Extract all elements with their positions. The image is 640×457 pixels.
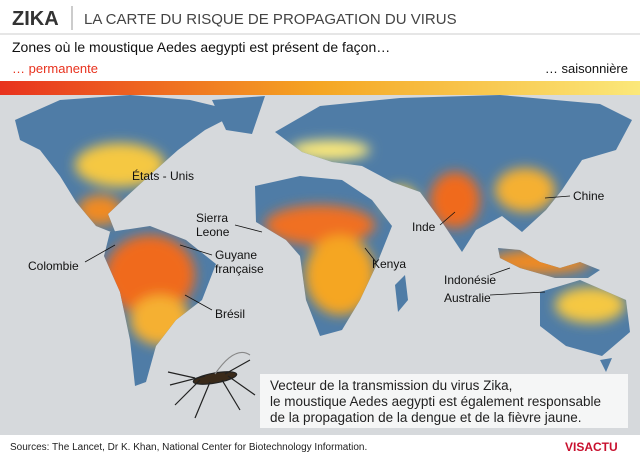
text-line: française [215,262,264,276]
text-line: Vecteur de la transmission du virus Zika… [270,378,512,393]
leader-lines [84,195,571,311]
footer [0,435,640,457]
text-line: Inde [412,220,436,234]
legend-gradient [0,81,640,95]
label-australia: Australie [444,291,491,305]
label-brazil: Brésil [215,307,245,321]
text-line: de la propagation de la dengue et de la … [270,410,582,425]
map-labels: États - Unis Sierra Leone Colombie Guyane… [28,168,605,321]
text-line: Indonésie [444,273,496,287]
label-sierra-leone: Sierra Leone [196,211,230,239]
note-box [260,374,628,428]
text-line: Guyane [215,248,257,262]
text-line: États - Unis [132,168,194,183]
text-line: le moustique Aedes aegypti est également… [270,394,601,409]
legend-right: … saisonnière [545,61,628,76]
label-india: Inde [412,220,436,234]
legend-left: … permanente [12,61,98,76]
label-guyana: Guyane française [215,248,264,276]
title: LA CARTE DU RISQUE DE PROPAGATION DU VIR… [84,11,457,28]
label-indonesia: Indonésie [444,273,496,287]
legend-title: Zones où le moustique Aedes aegypti est … [12,39,390,55]
brand: VISACTU [565,440,618,454]
label-china: Chine [573,189,605,203]
text-line: Australie [444,291,491,305]
label-colombia: Colombie [28,259,79,273]
text-line: Sierra [196,211,228,225]
text-line: Chine [573,189,605,203]
text-line: Brésil [215,307,245,321]
label-usa: États - Unis [132,168,194,183]
label-kenya: Kenya [372,257,406,271]
sources: Sources: The Lancet, Dr K. Khan, Nationa… [10,442,367,453]
note: Vecteur de la transmission du virus Zika… [270,378,601,425]
mosquito [167,351,256,419]
text-line: Colombie [28,259,79,273]
text-line: Kenya [372,257,406,271]
text-line: Leone [196,225,230,239]
tag-box [0,0,72,34]
tag: ZIKA [12,8,59,30]
